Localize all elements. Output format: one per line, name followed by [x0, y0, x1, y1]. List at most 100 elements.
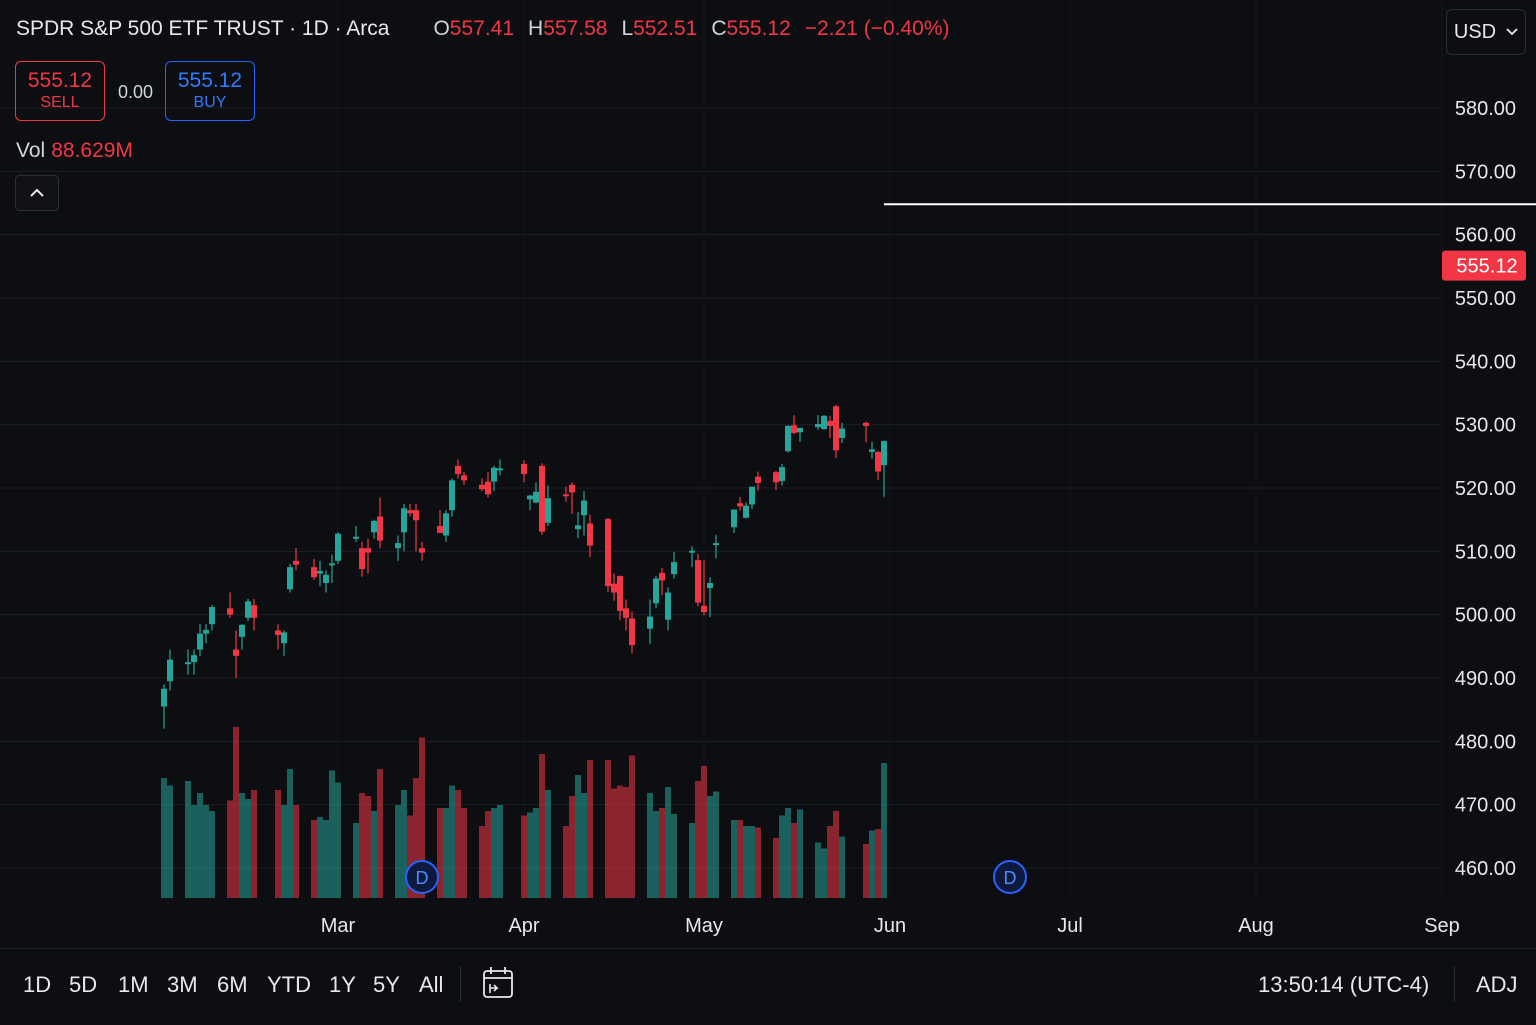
candle[interactable]	[755, 471, 761, 491]
range-1d[interactable]: 1D	[23, 972, 52, 997]
candle[interactable]	[449, 478, 455, 517]
candle[interactable]	[815, 415, 821, 430]
candle[interactable]	[653, 576, 659, 609]
candle[interactable]	[323, 570, 329, 593]
candle[interactable]	[545, 485, 551, 526]
candle[interactable]	[401, 503, 407, 552]
candle[interactable]	[203, 624, 209, 644]
candle[interactable]	[587, 514, 593, 558]
candle[interactable]	[491, 465, 497, 492]
candle[interactable]	[359, 541, 365, 577]
candle[interactable]	[605, 517, 611, 592]
candle[interactable]	[233, 630, 239, 679]
range-5y[interactable]: 5Y	[373, 972, 400, 997]
range-1m[interactable]: 1M	[118, 972, 149, 997]
candle[interactable]	[647, 599, 653, 644]
candle[interactable]	[413, 503, 419, 552]
candle[interactable]	[365, 538, 371, 574]
candle[interactable]	[527, 494, 533, 511]
range-all[interactable]: All	[419, 972, 444, 997]
candle[interactable]	[353, 526, 359, 542]
candle[interactable]	[293, 548, 299, 571]
candle[interactable]	[461, 472, 467, 485]
candle[interactable]	[161, 684, 167, 729]
candle[interactable]	[419, 541, 425, 561]
candle[interactable]	[869, 441, 875, 459]
range-5d[interactable]: 5D	[69, 972, 98, 997]
candle[interactable]	[773, 470, 779, 490]
candle[interactable]	[743, 502, 749, 519]
candle[interactable]	[281, 630, 287, 656]
candle[interactable]	[737, 496, 743, 511]
candle[interactable]	[317, 560, 323, 587]
candle[interactable]	[827, 415, 833, 438]
adj-toggle[interactable]: ADJ	[1476, 972, 1518, 997]
buy-button[interactable]: 555.12 BUY	[165, 61, 255, 121]
candle[interactable]	[797, 427, 803, 442]
candle[interactable]	[581, 491, 587, 536]
candle[interactable]	[665, 587, 671, 631]
candle[interactable]	[395, 535, 401, 561]
candle[interactable]	[275, 624, 281, 650]
dividend-marker[interactable]: D	[993, 860, 1027, 894]
candle[interactable]	[875, 450, 881, 480]
candle[interactable]	[209, 605, 215, 631]
range-1y[interactable]: 1Y	[329, 972, 356, 997]
candle[interactable]	[197, 624, 203, 656]
candle[interactable]	[563, 486, 569, 502]
candle[interactable]	[617, 575, 623, 621]
candle[interactable]	[533, 482, 539, 504]
candle[interactable]	[329, 554, 335, 584]
candle[interactable]	[479, 478, 485, 492]
candle[interactable]	[713, 534, 719, 559]
currency-selector[interactable]: USD	[1446, 9, 1526, 55]
candle[interactable]	[311, 558, 317, 580]
range-6m[interactable]: 6M	[217, 972, 248, 997]
dividend-marker[interactable]: D	[405, 860, 439, 894]
candle[interactable]	[245, 598, 251, 621]
clock-timezone[interactable]: 13:50:14 (UTC-4)	[1258, 972, 1430, 997]
collapse-legend-button[interactable]	[15, 175, 59, 211]
candle[interactable]	[671, 551, 677, 579]
candle[interactable]	[701, 560, 707, 616]
candle[interactable]	[623, 599, 629, 631]
candle[interactable]	[287, 564, 293, 593]
candle[interactable]	[455, 459, 461, 479]
candle[interactable]	[521, 460, 527, 483]
candle[interactable]	[167, 649, 173, 691]
candle[interactable]	[185, 649, 191, 675]
candle[interactable]	[785, 425, 791, 453]
candle[interactable]	[335, 532, 341, 564]
candle[interactable]	[863, 421, 869, 443]
sell-button[interactable]: 555.12 SELL	[15, 61, 105, 121]
candle[interactable]	[569, 482, 575, 514]
symbol-title[interactable]: SPDR S&P 500 ETF TRUST · 1D · Arca	[16, 17, 390, 40]
candle[interactable]	[707, 577, 713, 618]
range-3m[interactable]: 3M	[167, 972, 198, 997]
candle[interactable]	[821, 415, 827, 430]
candle[interactable]	[611, 573, 617, 601]
candle[interactable]	[833, 405, 839, 459]
candle[interactable]	[485, 472, 491, 498]
candle[interactable]	[779, 463, 785, 486]
candle[interactable]	[437, 510, 443, 533]
candle[interactable]	[539, 463, 545, 535]
go-to-date-button[interactable]	[482, 966, 514, 1005]
candle[interactable]	[575, 512, 581, 539]
candle[interactable]	[689, 546, 695, 568]
candle[interactable]	[443, 510, 449, 542]
candle[interactable]	[659, 567, 665, 596]
candle[interactable]	[239, 624, 245, 650]
candle[interactable]	[227, 592, 233, 618]
candle[interactable]	[371, 519, 377, 539]
candle[interactable]	[731, 509, 737, 533]
candle[interactable]	[791, 415, 797, 435]
candle[interactable]	[251, 598, 257, 631]
candle[interactable]	[695, 553, 701, 607]
candle[interactable]	[839, 422, 845, 444]
candle[interactable]	[749, 486, 755, 509]
range-ytd[interactable]: YTD	[267, 972, 311, 997]
candle[interactable]	[407, 503, 413, 517]
candle[interactable]	[191, 649, 197, 675]
